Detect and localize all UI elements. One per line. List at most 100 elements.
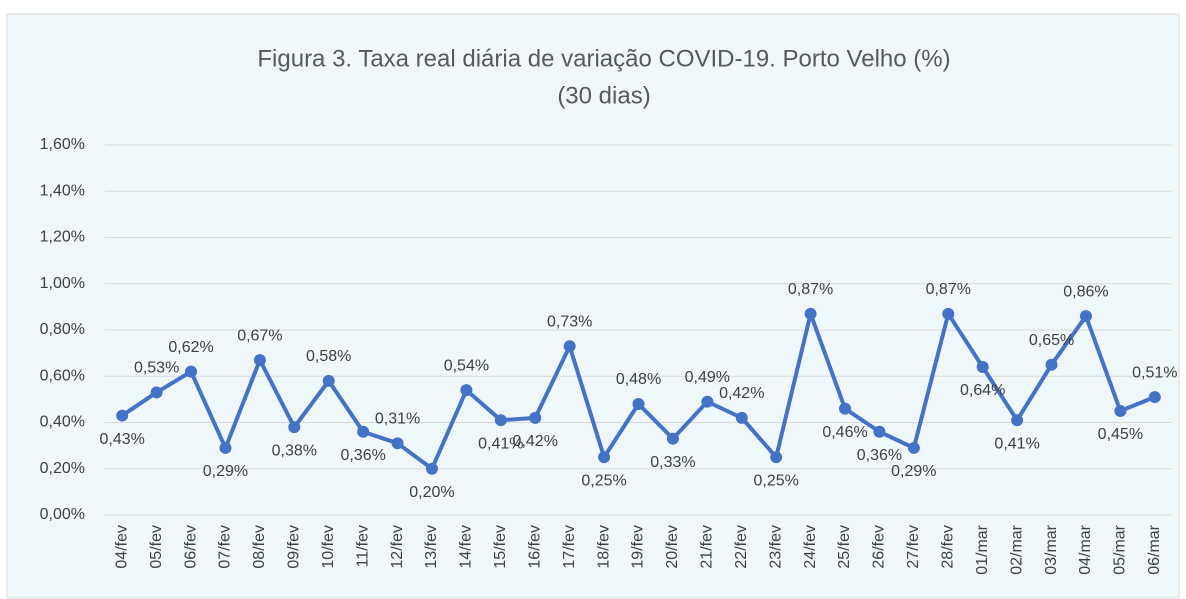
x-tick-label: 28/fev bbox=[939, 525, 956, 569]
data-label: 0,31% bbox=[375, 411, 420, 428]
x-tick-label: 26/fev bbox=[871, 525, 888, 569]
data-point bbox=[1148, 391, 1161, 404]
data-label: 0,36% bbox=[857, 447, 902, 464]
data-label: 0,29% bbox=[891, 463, 936, 480]
x-tick-label: 06/mar bbox=[1146, 524, 1163, 574]
x-tick-label: 20/fev bbox=[664, 525, 681, 569]
data-label: 0,42% bbox=[719, 385, 764, 402]
data-label: 0,29% bbox=[203, 463, 248, 480]
data-point bbox=[735, 411, 748, 424]
y-tick-label: 0,40% bbox=[40, 414, 85, 431]
y-tick-label: 1,20% bbox=[40, 229, 85, 246]
data-point bbox=[873, 425, 886, 438]
chart-background bbox=[6, 13, 1180, 599]
data-label: 0,33% bbox=[650, 454, 695, 471]
data-point bbox=[701, 395, 714, 408]
y-tick-label: 0,80% bbox=[40, 321, 85, 338]
data-point bbox=[839, 402, 852, 415]
data-point bbox=[425, 462, 438, 475]
data-point bbox=[770, 451, 783, 464]
data-label: 0,41% bbox=[478, 435, 523, 452]
y-tick-label: 0,60% bbox=[40, 367, 85, 384]
x-tick-label: 11/fev bbox=[354, 525, 371, 567]
x-tick-label: 10/fev bbox=[320, 525, 337, 569]
data-point bbox=[460, 384, 473, 397]
data-point bbox=[1011, 414, 1024, 427]
data-label: 0,45% bbox=[1098, 426, 1143, 443]
x-tick-label: 09/fev bbox=[286, 525, 303, 569]
data-label: 0,49% bbox=[685, 369, 730, 386]
data-label: 0,20% bbox=[409, 484, 454, 501]
x-tick-label: 05/mar bbox=[1112, 524, 1129, 574]
y-tick-label: 0,00% bbox=[40, 506, 85, 523]
x-tick-label: 04/fev bbox=[113, 525, 130, 569]
data-point bbox=[563, 340, 576, 353]
data-label: 0,86% bbox=[1063, 283, 1108, 300]
x-tick-label: 03/mar bbox=[1043, 524, 1060, 574]
data-point bbox=[219, 441, 232, 454]
data-point bbox=[288, 421, 301, 434]
x-tick-label: 16/fev bbox=[526, 525, 543, 569]
x-tick-label: 02/mar bbox=[1008, 524, 1025, 574]
data-point bbox=[632, 398, 645, 410]
data-point bbox=[185, 365, 198, 378]
data-label: 0,87% bbox=[926, 281, 971, 298]
data-label: 0,36% bbox=[340, 447, 385, 464]
data-point bbox=[357, 425, 370, 438]
data-label: 0,64% bbox=[960, 382, 1005, 399]
data-point bbox=[253, 354, 266, 367]
data-point bbox=[494, 414, 507, 427]
data-label: 0,51% bbox=[1132, 364, 1177, 381]
x-tick-label: 12/fev bbox=[389, 525, 406, 569]
data-label: 0,87% bbox=[788, 281, 833, 298]
data-point bbox=[150, 386, 163, 399]
y-tick-label: 1,40% bbox=[40, 182, 85, 199]
data-label: 0,38% bbox=[272, 442, 317, 459]
x-tick-label: 01/mar bbox=[974, 524, 991, 574]
data-point bbox=[322, 374, 335, 387]
x-tick-label: 18/fev bbox=[595, 525, 612, 569]
data-label: 0,62% bbox=[168, 339, 213, 356]
data-label: 0,41% bbox=[994, 435, 1039, 452]
data-point bbox=[907, 441, 920, 454]
x-tick-label: 22/fev bbox=[733, 525, 750, 569]
x-tick-label: 05/fev bbox=[148, 525, 165, 569]
x-tick-label: 25/fev bbox=[836, 525, 853, 569]
data-point bbox=[942, 307, 955, 320]
data-label: 0,65% bbox=[1029, 332, 1074, 349]
data-label: 0,67% bbox=[237, 327, 282, 344]
x-tick-label: 19/fev bbox=[630, 525, 647, 569]
data-label: 0,54% bbox=[444, 357, 489, 374]
data-label: 0,48% bbox=[616, 371, 661, 388]
y-tick-label: 0,20% bbox=[40, 460, 85, 477]
data-point bbox=[804, 307, 817, 320]
data-point bbox=[666, 432, 679, 445]
data-point bbox=[391, 437, 404, 450]
data-label: 0,43% bbox=[100, 431, 145, 448]
x-tick-label: 24/fev bbox=[802, 525, 819, 569]
data-label: 0,53% bbox=[134, 360, 179, 377]
y-tick-label: 1,00% bbox=[40, 275, 85, 292]
x-tick-label: 06/fev bbox=[182, 525, 199, 569]
x-tick-label: 04/mar bbox=[1077, 524, 1094, 574]
data-point bbox=[1045, 358, 1058, 371]
data-point bbox=[116, 409, 129, 422]
data-label: 0,73% bbox=[547, 313, 592, 330]
data-label: 0,42% bbox=[513, 433, 558, 450]
data-label: 0,25% bbox=[581, 472, 626, 489]
chart-title: Figura 3. Taxa real diária de variação C… bbox=[257, 45, 950, 72]
x-tick-label: 08/fev bbox=[251, 525, 268, 569]
x-tick-label: 07/fev bbox=[217, 525, 234, 569]
x-tick-label: 21/fev bbox=[699, 525, 716, 569]
data-label: 0,25% bbox=[753, 472, 798, 489]
x-tick-label: 14/fev bbox=[458, 525, 475, 569]
data-point bbox=[976, 361, 989, 373]
y-tick-label: 1,60% bbox=[40, 136, 85, 153]
data-label: 0,58% bbox=[306, 348, 351, 365]
x-tick-label: 17/fev bbox=[561, 525, 578, 569]
chart-subtitle: (30 dias) bbox=[557, 82, 650, 109]
x-tick-label: 23/fev bbox=[767, 525, 784, 569]
data-point bbox=[1114, 404, 1127, 417]
x-tick-label: 15/fev bbox=[492, 525, 509, 569]
x-tick-label: 27/fev bbox=[905, 525, 922, 569]
